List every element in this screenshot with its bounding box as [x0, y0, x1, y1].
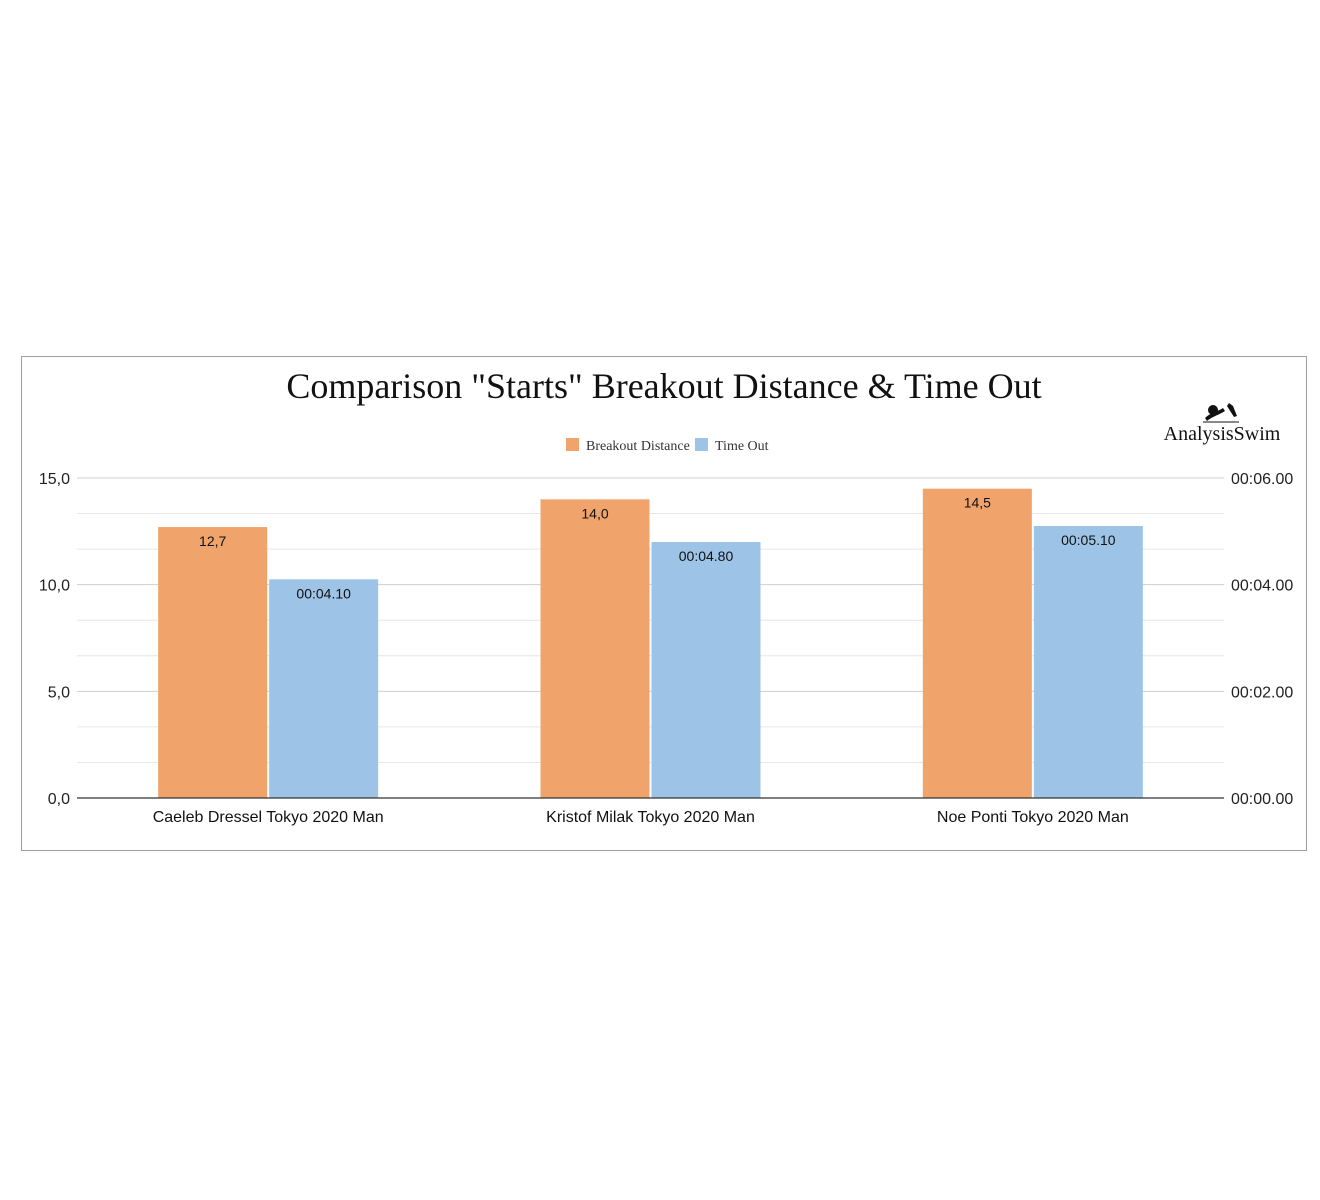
right-tick-label: 00:02.00 — [1231, 684, 1293, 701]
chart-title: Comparison "Starts" Breakout Distance & … — [286, 366, 1041, 406]
left-tick-label: 15,0 — [39, 471, 70, 488]
bar-time-out — [269, 579, 379, 798]
logo-text: AnalysisSwim — [1164, 423, 1281, 445]
category-label: Kristof Milak Tokyo 2020 Man — [546, 809, 755, 826]
right-tick-label: 00:06.00 — [1231, 471, 1293, 488]
right-tick-label: 00:00.00 — [1231, 791, 1293, 808]
bar-breakout-distance — [540, 499, 650, 798]
bar-time-out — [651, 542, 761, 798]
data-label: 00:04.80 — [679, 548, 734, 564]
legend-swatch — [695, 438, 708, 451]
data-label: 00:04.10 — [296, 585, 351, 601]
axes: Caeleb Dressel Tokyo 2020 Man Kristof Mil… — [39, 471, 1294, 826]
bars: 12,7 00:04.10 14,0 00:04.80 14,5 00:05.10 — [158, 488, 1143, 798]
legend-label: Time Out — [715, 439, 769, 454]
category-label: Caeleb Dressel Tokyo 2020 Man — [153, 809, 384, 826]
legend-label: Breakout Distance — [586, 439, 690, 454]
data-label: 12,7 — [199, 533, 226, 549]
data-label: 14,0 — [581, 505, 608, 521]
left-tick-label: 0,0 — [48, 791, 70, 808]
legend-swatch — [566, 438, 579, 451]
category-label: Noe Ponti Tokyo 2020 Man — [937, 809, 1129, 826]
data-label: 14,5 — [964, 495, 991, 511]
left-tick-label: 5,0 — [48, 684, 70, 701]
bar-breakout-distance — [158, 527, 268, 798]
swimmer-icon — [1203, 403, 1239, 423]
data-label: 00:05.10 — [1061, 532, 1116, 548]
bar-breakout-distance — [922, 488, 1032, 798]
logo: AnalysisSwim — [1164, 403, 1281, 445]
bar-time-out — [1033, 526, 1143, 798]
right-tick-label: 00:04.00 — [1231, 578, 1293, 595]
legend: Breakout Distance Time Out — [566, 438, 769, 454]
gridlines — [77, 477, 1224, 763]
left-tick-label: 10,0 — [39, 578, 70, 595]
